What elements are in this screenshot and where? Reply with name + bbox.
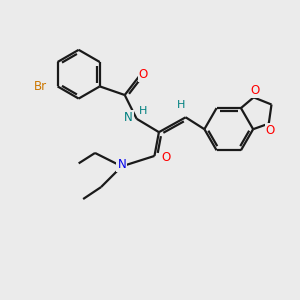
Text: H: H [177,100,185,110]
Text: H: H [138,106,147,116]
Text: O: O [139,68,148,81]
Text: N: N [117,158,126,171]
Text: Br: Br [34,80,47,93]
Text: O: O [250,84,260,97]
Text: O: O [266,124,275,136]
Text: O: O [161,151,170,164]
Text: N: N [124,111,133,124]
